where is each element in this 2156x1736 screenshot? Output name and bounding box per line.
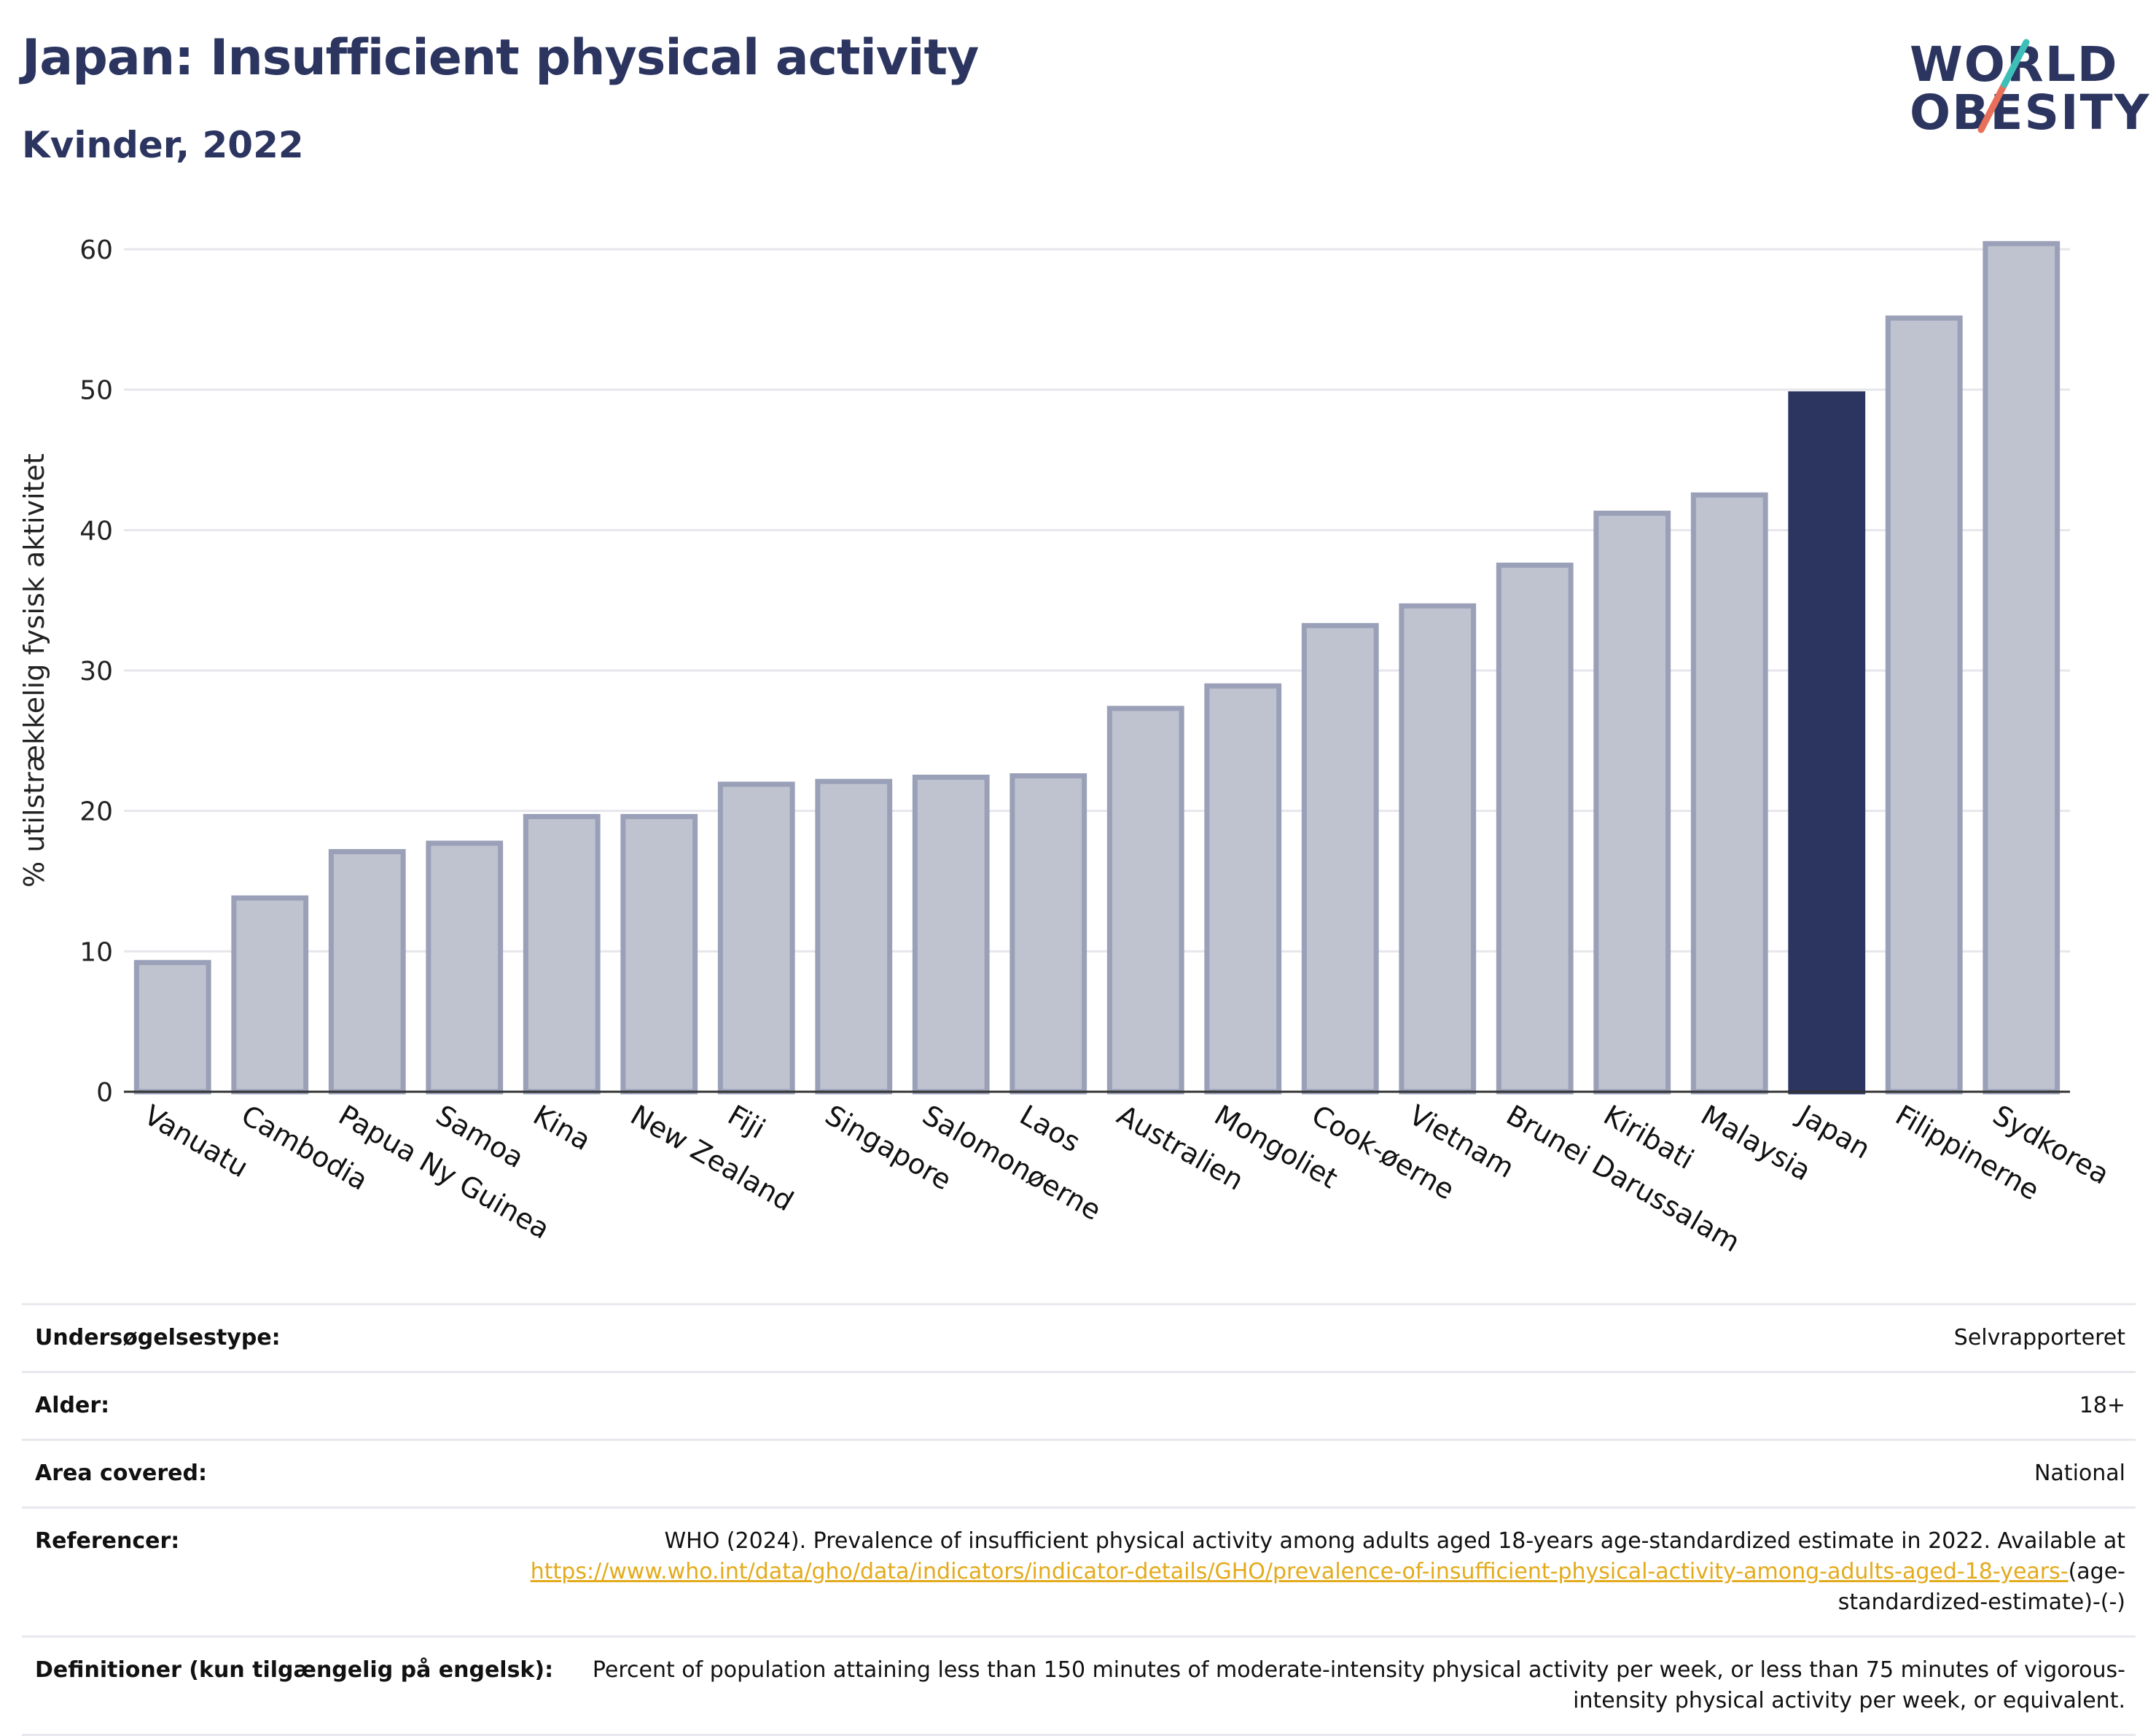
chart-title: Japan: Insufficient physical activity	[22, 29, 979, 87]
y-axis-label: % utilstrækkelig fysisk aktivitet	[18, 453, 50, 888]
bar-vanuatu	[133, 960, 211, 1095]
bar-papua-ny-guinea	[328, 849, 406, 1095]
bar-fiji	[717, 781, 795, 1095]
reference-text: WHO (2024). Prevalence of insufficient p…	[664, 1528, 2125, 1554]
y-tick-label: 30	[79, 657, 113, 687]
bar-new-zealand	[620, 813, 698, 1095]
x-tick-label: Vanuatu	[138, 1099, 254, 1184]
info-label: Alder:	[35, 1393, 110, 1418]
chart-subtitle: Kvinder, 2022	[22, 124, 304, 166]
y-axis-ticks: 0 10 20 30 40 50 60	[79, 235, 113, 1108]
bar-japan	[1788, 391, 1866, 1095]
bar-mongoliet	[1204, 683, 1282, 1095]
gridlines	[124, 248, 2070, 953]
bar-kina	[523, 813, 601, 1095]
bar-salomonøerne	[912, 774, 990, 1095]
y-tick-label: 60	[79, 235, 113, 265]
bar-laos	[1009, 773, 1087, 1095]
x-tick-label: New Zealand	[625, 1099, 799, 1218]
bar-singapore	[815, 778, 893, 1095]
info-row-area: Area covered: National	[22, 1439, 2136, 1506]
info-label: Definitioner (kun tilgængelig på engelsk…	[35, 1657, 554, 1683]
bar-cambodia	[231, 895, 309, 1095]
info-row-age: Alder: 18+	[22, 1371, 2136, 1439]
info-label: Referencer:	[35, 1528, 180, 1554]
x-tick-label: Fiji	[722, 1099, 770, 1145]
bar-malaysia	[1690, 492, 1768, 1095]
info-row-survey-type: Undersøgelsestype: Selvrapporteret	[22, 1303, 2136, 1371]
info-value: National	[2034, 1461, 2125, 1486]
y-tick-label: 0	[96, 1078, 113, 1108]
bar-australien	[1106, 705, 1184, 1095]
y-tick-label: 50	[79, 376, 113, 406]
bar-cook-øerne	[1301, 622, 1379, 1095]
x-tick-label: Kina	[528, 1099, 596, 1157]
info-value: 18+	[2079, 1393, 2125, 1418]
reference-suffix: (age-standardized-estimate)-(-)	[1837, 1559, 2125, 1615]
x-tick-label: Malaysia	[1695, 1099, 1816, 1187]
bar-samoa	[426, 840, 504, 1095]
info-value: Percent of population attaining less tha…	[592, 1657, 2125, 1713]
bar-kiribati	[1593, 510, 1671, 1095]
info-value: Selvrapporteret	[1953, 1325, 2125, 1350]
info-row-definitions: Definitioner (kun tilgængelig på engelsk…	[22, 1635, 2136, 1736]
world-obesity-logo: WORLD OBESITY	[1901, 20, 2149, 152]
bars	[133, 241, 2061, 1095]
bar-brunei-darussalam	[1496, 563, 1574, 1095]
y-tick-label: 40	[79, 516, 113, 546]
info-label: Area covered:	[35, 1461, 207, 1486]
bar-vietnam	[1399, 603, 1477, 1095]
y-tick-label: 20	[79, 797, 113, 827]
logo-line-2: OBESITY	[1910, 85, 2151, 141]
logo-slash-icon	[1977, 39, 2030, 133]
info-row-references: Referencer: WHO (2024). Prevalence of in…	[22, 1506, 2136, 1635]
bar-filippinerne	[1885, 315, 1963, 1095]
x-tick-label: Laos	[1015, 1099, 1086, 1159]
reference-link[interactable]: https://www.who.int/data/gho/data/indica…	[530, 1559, 2069, 1584]
info-value-reference: WHO (2024). Prevalence of insufficient p…	[522, 1526, 2125, 1618]
info-label: Undersøgelsestype:	[35, 1325, 281, 1350]
y-tick-label: 10	[79, 937, 113, 967]
bar-sydkorea	[1983, 241, 2061, 1095]
info-table: Undersøgelsestype: Selvrapporteret Alder…	[22, 1303, 2136, 1736]
